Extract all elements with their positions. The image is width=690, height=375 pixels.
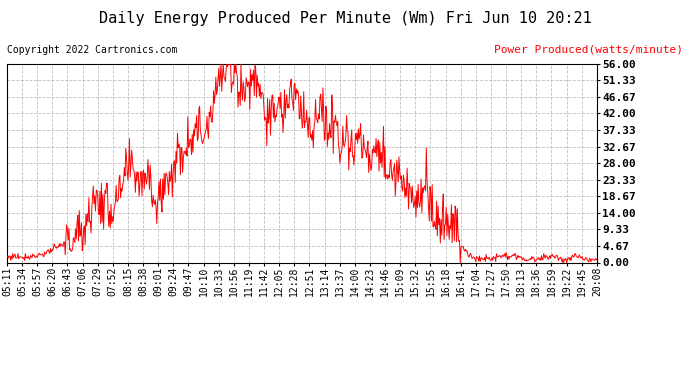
Text: Daily Energy Produced Per Minute (Wm) Fri Jun 10 20:21: Daily Energy Produced Per Minute (Wm) Fr… xyxy=(99,11,591,26)
Text: Copyright 2022 Cartronics.com: Copyright 2022 Cartronics.com xyxy=(7,45,177,55)
Text: Power Produced(watts/minute): Power Produced(watts/minute) xyxy=(494,45,683,55)
